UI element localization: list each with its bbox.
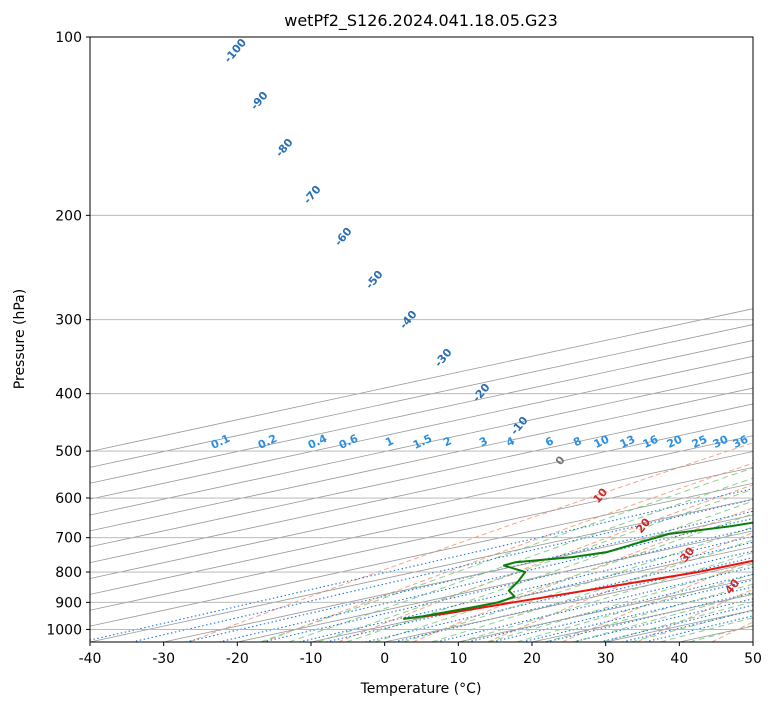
isotherm bbox=[90, 435, 753, 579]
moist-adiabat bbox=[487, 563, 753, 642]
x-tick-label: -10 bbox=[300, 651, 323, 667]
dry-adiabat bbox=[711, 621, 753, 642]
mixing-ratio-line bbox=[218, 517, 753, 642]
y-tick-label: 200 bbox=[55, 208, 82, 224]
dry-adiabat bbox=[412, 507, 753, 642]
dry-adiabat-label: -40 bbox=[397, 308, 420, 332]
dry-adiabat-label: 20 bbox=[633, 515, 653, 535]
chart-title: wetPf2_S126.2024.041.18.05.G23 bbox=[284, 11, 558, 31]
x-tick-label: -20 bbox=[226, 651, 249, 667]
y-tick-label: 700 bbox=[55, 531, 82, 547]
y-tick-label: 400 bbox=[55, 387, 82, 403]
mixing-ratio-label: 36 bbox=[731, 433, 751, 451]
plot-frame bbox=[89, 36, 754, 643]
y-tick-label: 100 bbox=[55, 30, 82, 46]
mixing-ratio-label: 25 bbox=[690, 433, 709, 451]
isotherm bbox=[163, 514, 753, 642]
mixing-ratio-label: 0.4 bbox=[306, 432, 329, 452]
mixing-ratio-line bbox=[492, 579, 753, 642]
moist-adiabat bbox=[573, 592, 753, 642]
moist-adiabat bbox=[459, 551, 753, 642]
mixing-ratio-line bbox=[622, 609, 753, 642]
mixing-ratio-label: 0.1 bbox=[209, 432, 232, 452]
mixing-ratio-label: 1.5 bbox=[411, 432, 434, 452]
mixing-ratio-line bbox=[325, 541, 753, 642]
mixing-ratio-line bbox=[131, 498, 753, 642]
mixing-ratio-line bbox=[365, 550, 753, 642]
isotherm bbox=[90, 403, 753, 548]
y-tick-label: 800 bbox=[55, 565, 82, 581]
x-tick-label: -30 bbox=[152, 651, 175, 667]
mixing-ratio-label: 20 bbox=[665, 433, 685, 451]
mixing-ratio-line bbox=[572, 598, 753, 642]
dry-adiabat bbox=[263, 462, 753, 642]
isotherm bbox=[90, 308, 753, 452]
mixing-ratio-label: 1 bbox=[383, 434, 395, 449]
mixing-ratio-line bbox=[185, 510, 753, 642]
mixing-ratio-label: 30 bbox=[711, 433, 731, 451]
mixing-ratio-line bbox=[546, 591, 753, 642]
moist-adiabat bbox=[260, 467, 753, 642]
mixing-ratio-line bbox=[521, 586, 753, 642]
dry-adiabat bbox=[487, 532, 753, 642]
dry-adiabat-label: -90 bbox=[248, 89, 271, 113]
x-tick-label: 30 bbox=[597, 651, 615, 667]
dry-adiabat-label: -30 bbox=[432, 346, 455, 370]
dry-adiabat-label: -60 bbox=[332, 225, 355, 249]
mixing-ratio-label: 0.2 bbox=[256, 432, 279, 452]
mixing-ratio-label: 16 bbox=[641, 433, 661, 451]
mixing-ratio-line bbox=[599, 604, 753, 642]
isotherm bbox=[90, 466, 753, 611]
mixing-ratio-line bbox=[299, 535, 753, 642]
dry-adiabat-label: -70 bbox=[301, 183, 324, 207]
moist-adiabat bbox=[374, 513, 753, 642]
mixing-ratio-line bbox=[90, 488, 753, 641]
mixing-ratio-line bbox=[394, 556, 753, 642]
y-axis-label: Pressure (hPa) bbox=[12, 289, 28, 389]
moist-adiabat bbox=[659, 617, 753, 642]
mixing-ratio-label: 13 bbox=[618, 433, 637, 451]
y-tick-label: 900 bbox=[55, 595, 82, 611]
mixing-ratio-label: 0.6 bbox=[337, 432, 360, 452]
x-tick-label: 0 bbox=[380, 651, 389, 667]
moist-adiabat bbox=[346, 500, 753, 642]
dry-adiabat-label: -100 bbox=[221, 36, 249, 66]
moist-adiabat bbox=[516, 573, 753, 642]
mixing-ratio-label: 10 bbox=[592, 433, 612, 451]
x-tick-label: 40 bbox=[670, 651, 688, 667]
dry-adiabat-label: 10 bbox=[590, 485, 610, 505]
moist-adiabat bbox=[431, 539, 753, 642]
isotherm bbox=[90, 498, 753, 642]
isotherm bbox=[458, 578, 753, 642]
dry-adiabat-label: -80 bbox=[273, 136, 296, 160]
dry-adiabat-label: -50 bbox=[363, 268, 386, 292]
x-tick-label: 20 bbox=[523, 651, 541, 667]
y-tick-label: 600 bbox=[55, 491, 82, 507]
dewpoint-line bbox=[403, 521, 753, 620]
y-tick-label: 500 bbox=[55, 444, 82, 460]
x-axis-label: Temperature (°C) bbox=[360, 681, 482, 697]
y-tick-label: 300 bbox=[55, 313, 82, 329]
isotherm bbox=[90, 324, 753, 468]
x-tick-label: -40 bbox=[79, 651, 102, 667]
moist-adiabat bbox=[288, 477, 753, 642]
isotherm bbox=[752, 641, 753, 642]
x-tick-label: 50 bbox=[744, 651, 762, 667]
mixing-ratio-label: 8 bbox=[571, 434, 583, 449]
dry-adiabat bbox=[562, 559, 753, 642]
isotherm bbox=[90, 451, 753, 595]
dry-adiabat-label: -10 bbox=[508, 414, 531, 438]
dry-adiabat bbox=[338, 484, 753, 642]
isotherm bbox=[90, 419, 753, 564]
x-tick-label: 10 bbox=[449, 651, 467, 667]
isotherm bbox=[237, 530, 753, 642]
mixing-ratio-label: 2 bbox=[441, 434, 453, 449]
isotherm bbox=[90, 482, 753, 627]
dry-adiabat bbox=[188, 442, 753, 642]
dry-adiabat-label: 0 bbox=[553, 453, 568, 467]
y-tick-label: 1000 bbox=[46, 622, 82, 638]
temperature-line bbox=[403, 559, 753, 620]
